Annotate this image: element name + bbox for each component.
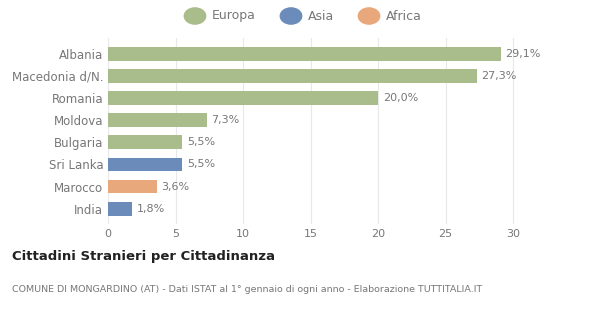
Text: 27,3%: 27,3% xyxy=(481,71,517,81)
Bar xyxy=(108,91,378,105)
Bar xyxy=(108,135,182,149)
Text: 20,0%: 20,0% xyxy=(383,93,418,103)
Bar xyxy=(108,113,206,127)
Bar xyxy=(108,47,501,60)
Text: COMUNE DI MONGARDINO (AT) - Dati ISTAT al 1° gennaio di ogni anno - Elaborazione: COMUNE DI MONGARDINO (AT) - Dati ISTAT a… xyxy=(12,285,482,294)
Text: Europa: Europa xyxy=(212,10,256,22)
Text: 7,3%: 7,3% xyxy=(211,115,239,125)
Text: 3,6%: 3,6% xyxy=(161,181,190,192)
Text: 5,5%: 5,5% xyxy=(187,137,215,147)
Text: 1,8%: 1,8% xyxy=(137,204,165,214)
Bar xyxy=(108,69,476,83)
Bar xyxy=(108,157,182,171)
Text: 5,5%: 5,5% xyxy=(187,159,215,169)
Bar xyxy=(108,180,157,193)
Text: Asia: Asia xyxy=(308,10,334,22)
Text: Cittadini Stranieri per Cittadinanza: Cittadini Stranieri per Cittadinanza xyxy=(12,250,275,263)
Text: 29,1%: 29,1% xyxy=(506,49,541,59)
Text: Africa: Africa xyxy=(386,10,422,22)
Bar xyxy=(108,202,133,216)
